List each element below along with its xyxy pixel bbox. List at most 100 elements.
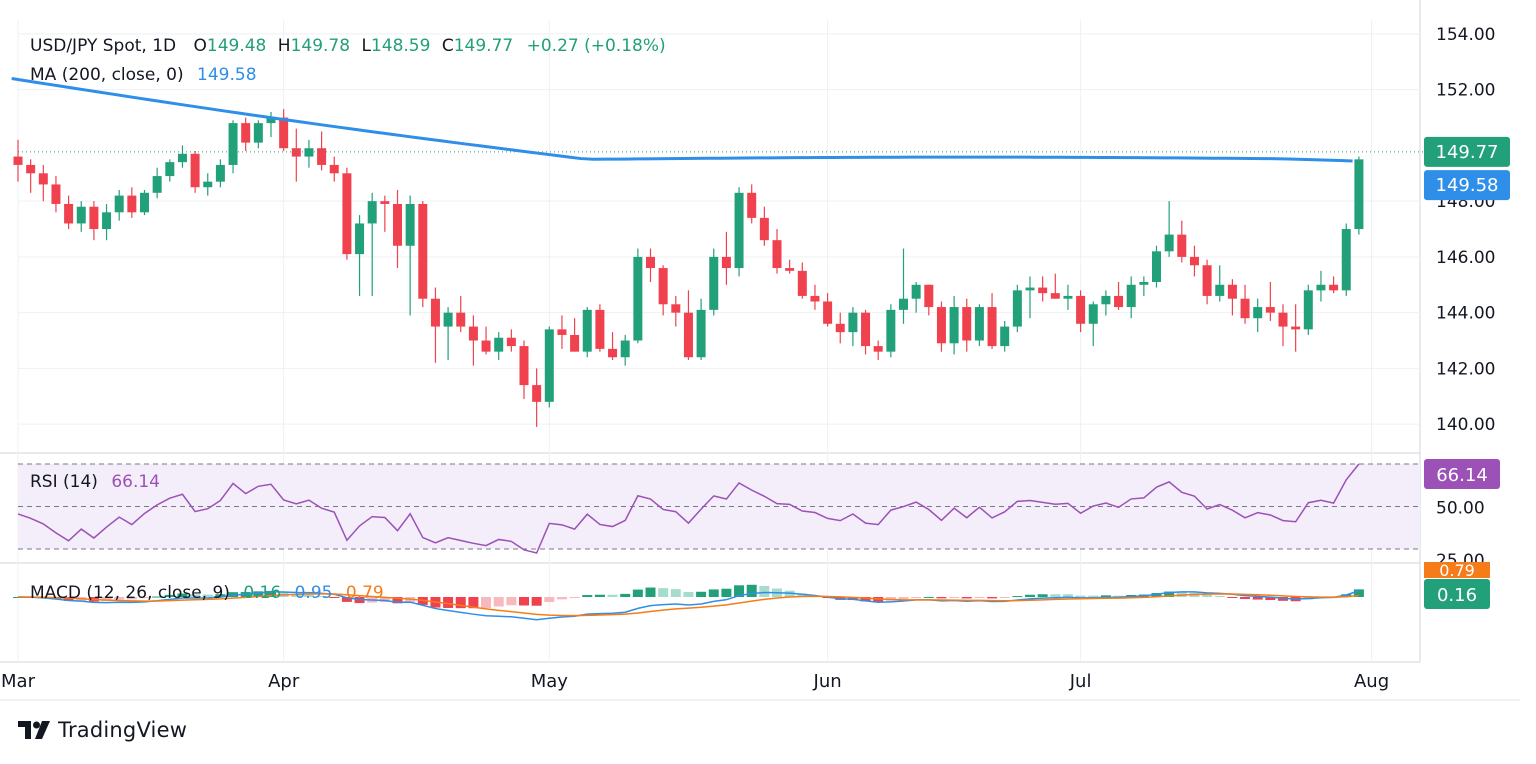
macd-histogram-bar [1265, 597, 1276, 601]
candles-layer [13, 109, 1424, 427]
legend-macd: MACD (12, 26, close, 9) 0.16 0.95 0.79 [30, 583, 384, 603]
candle-body [987, 307, 997, 347]
macd-histogram-bar [658, 588, 669, 597]
macd-histogram-bar [607, 594, 618, 597]
macd-histogram-bar [139, 597, 150, 599]
macd-histogram-bar [645, 587, 656, 597]
time-tick-label: Jun [813, 671, 842, 692]
candle-body [329, 164, 339, 174]
candle-body [949, 307, 959, 344]
candle-body [620, 340, 630, 358]
macd-histogram-bar [253, 591, 264, 597]
macd-signal-line [17, 593, 1359, 617]
macd-histogram-bar [1353, 589, 1364, 597]
price-tick-label: 140.00 [1436, 415, 1495, 435]
candle-body [291, 148, 301, 157]
candle-body [1215, 284, 1225, 296]
candle-body [1240, 298, 1250, 319]
macd-line [17, 590, 1360, 621]
candle-body [405, 203, 415, 246]
candle-body [203, 181, 213, 188]
macd-histogram-bar [582, 595, 593, 597]
candle-body [759, 217, 769, 241]
time-tick-label: Aug [1354, 671, 1389, 692]
candle-body [304, 148, 314, 157]
candle-body [64, 203, 74, 224]
last-price-badge: 149.77 [1424, 136, 1510, 167]
candle-body [962, 307, 972, 341]
candle-body [215, 164, 225, 182]
candle-body [936, 307, 946, 344]
candle-body [810, 295, 820, 302]
time-tick-label: May [531, 671, 569, 692]
macd-histogram-bar [974, 597, 985, 598]
candle-body [797, 270, 807, 296]
macd-histogram-bar [632, 589, 643, 597]
candle-body [785, 268, 795, 271]
ma-200-line [11, 77, 1353, 163]
axes-layer: 154.00152.00148.00146.00144.00142.00140.… [1, 25, 1495, 692]
macd-histogram-bar [202, 594, 213, 597]
rsi-tick-label: 50.00 [1436, 499, 1485, 519]
candle-body [835, 323, 845, 333]
macd-histogram-bar [1227, 597, 1238, 598]
macd-histogram-bar [455, 597, 466, 609]
candle-body [1316, 284, 1326, 291]
rsi-line [17, 463, 1360, 554]
candle-body [89, 206, 99, 230]
time-tick-label: Jul [1069, 671, 1092, 692]
macd-histogram-bar [1088, 595, 1099, 597]
macd-histogram-bar [316, 596, 327, 598]
candle-body [1303, 290, 1313, 330]
candle-body [190, 153, 200, 188]
candle-body [1025, 287, 1035, 291]
macd-histogram-bar [101, 597, 112, 602]
legend-rsi: RSI (14) 66.14 [30, 472, 160, 492]
candle-body [886, 309, 896, 352]
macd-histogram-bar [1240, 597, 1251, 600]
macd-pane [13, 584, 1364, 621]
candle-body [823, 301, 833, 324]
candle-body [671, 304, 681, 313]
candle-body [1164, 234, 1174, 252]
candle-body [317, 148, 327, 165]
svg-text:66.14: 66.14 [1436, 465, 1488, 486]
candle-body [873, 346, 883, 352]
candle-body [683, 312, 693, 358]
candle-body [974, 307, 984, 341]
macd-histogram-bar [860, 597, 871, 602]
candle-body [1050, 293, 1060, 299]
macd-histogram-bar [936, 597, 947, 599]
candle-body [1202, 265, 1212, 296]
candle-body [342, 173, 352, 255]
price-tick-label: 154.00 [1436, 25, 1495, 45]
candle-body [51, 184, 61, 204]
macd-histogram-bar [847, 597, 858, 601]
candle-body [494, 337, 504, 352]
macd-histogram-bar [734, 585, 745, 597]
svg-text:0.79: 0.79 [1439, 561, 1475, 580]
candle-body [696, 309, 706, 358]
candle-body [532, 385, 542, 402]
macd-histogram-bar [379, 597, 390, 603]
candle-body [114, 195, 124, 213]
macd-histogram-bar [190, 594, 201, 597]
macd-histogram-bar [1050, 594, 1061, 597]
macd-histogram-bar [152, 596, 163, 598]
macd-histogram-bar [759, 586, 770, 597]
macd-histogram-bar [291, 593, 302, 597]
macd-histogram-bar [683, 591, 694, 597]
legend-ma: MA (200, close, 0) 149.58 [30, 65, 257, 85]
time-tick-label: Mar [1, 671, 36, 692]
price-tick-label: 142.00 [1436, 359, 1495, 379]
macd-histogram-bar [481, 597, 492, 608]
tradingview-logo[interactable]: TradingView [18, 718, 187, 742]
macd-histogram-bar [556, 597, 567, 600]
macd-histogram-bar [164, 594, 175, 597]
candle-body [165, 162, 175, 177]
macd-histogram-bar [443, 597, 454, 608]
macd-histogram-bar [1202, 594, 1213, 597]
macd-histogram-bar [266, 590, 276, 597]
candle-body [418, 203, 428, 299]
